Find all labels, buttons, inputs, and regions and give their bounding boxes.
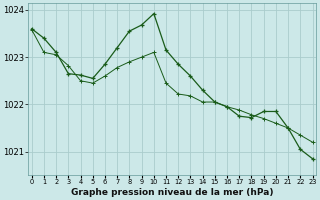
X-axis label: Graphe pression niveau de la mer (hPa): Graphe pression niveau de la mer (hPa) <box>71 188 273 197</box>
